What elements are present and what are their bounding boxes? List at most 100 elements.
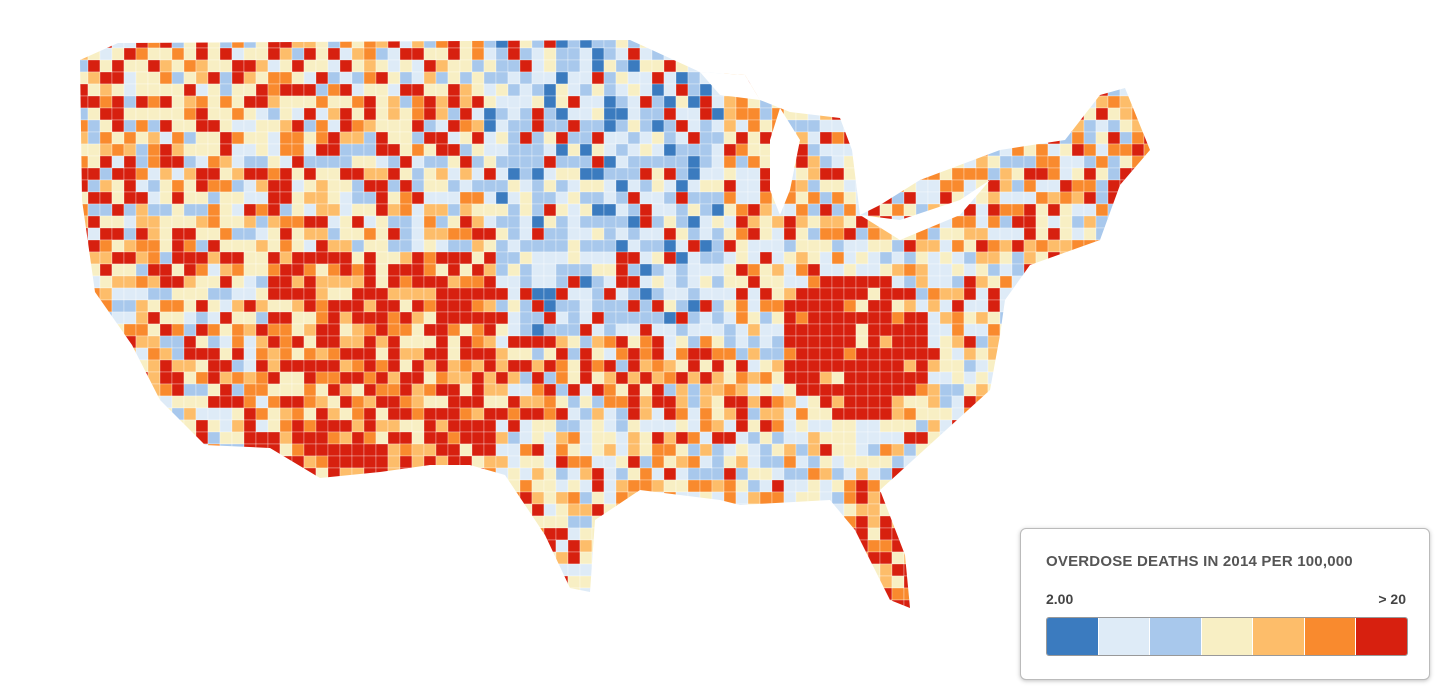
county xyxy=(951,299,965,313)
county xyxy=(531,587,545,601)
county xyxy=(987,251,1001,265)
county xyxy=(639,335,653,349)
county xyxy=(435,179,449,193)
county xyxy=(87,407,101,421)
county xyxy=(1023,215,1037,229)
county xyxy=(268,612,280,624)
county xyxy=(759,275,773,289)
county xyxy=(963,107,977,121)
county xyxy=(687,575,701,589)
county xyxy=(1083,395,1097,409)
county xyxy=(1047,347,1061,361)
county xyxy=(387,491,401,505)
county xyxy=(796,612,808,624)
county xyxy=(1131,287,1145,301)
county xyxy=(999,515,1013,529)
county xyxy=(495,227,509,241)
county xyxy=(975,395,989,409)
county xyxy=(783,359,797,373)
county xyxy=(615,323,629,337)
county xyxy=(543,551,557,565)
county xyxy=(747,467,761,481)
county xyxy=(987,263,1001,277)
county xyxy=(975,335,989,349)
county xyxy=(315,40,329,49)
county xyxy=(891,575,905,589)
county xyxy=(471,539,485,553)
county xyxy=(555,71,569,85)
county xyxy=(80,71,89,85)
county xyxy=(819,107,833,121)
county xyxy=(963,59,977,73)
county xyxy=(219,323,233,337)
county xyxy=(1047,95,1061,109)
county xyxy=(1023,431,1037,445)
county xyxy=(711,191,725,205)
county xyxy=(891,419,905,433)
county xyxy=(1035,71,1049,85)
county xyxy=(219,71,233,85)
county xyxy=(903,443,917,457)
county xyxy=(940,612,952,624)
county xyxy=(291,263,305,277)
county xyxy=(159,323,173,337)
county xyxy=(543,455,557,469)
county xyxy=(147,155,161,169)
county xyxy=(99,275,113,289)
county xyxy=(603,455,617,469)
county xyxy=(771,575,785,589)
county xyxy=(255,83,269,97)
county xyxy=(915,551,929,565)
county xyxy=(615,227,629,241)
county xyxy=(711,431,725,445)
county xyxy=(783,587,797,601)
county xyxy=(651,479,665,493)
county xyxy=(184,612,196,624)
county xyxy=(627,587,641,601)
county xyxy=(1131,251,1145,265)
county xyxy=(567,287,581,301)
county xyxy=(111,215,125,229)
county xyxy=(507,119,521,133)
county xyxy=(579,455,593,469)
county xyxy=(951,479,965,493)
county xyxy=(819,119,833,133)
county xyxy=(1035,335,1049,349)
county xyxy=(411,131,425,145)
county xyxy=(675,443,689,457)
county xyxy=(723,479,737,493)
county xyxy=(651,407,665,421)
county xyxy=(87,275,101,289)
county xyxy=(99,311,113,325)
county xyxy=(123,251,137,265)
county xyxy=(219,131,233,145)
county xyxy=(891,563,905,577)
county xyxy=(495,239,509,253)
county xyxy=(159,467,173,481)
county xyxy=(447,347,461,361)
county xyxy=(579,431,593,445)
county xyxy=(279,40,293,49)
county xyxy=(447,275,461,289)
county xyxy=(975,275,989,289)
county xyxy=(1059,95,1073,109)
county xyxy=(99,299,113,313)
county xyxy=(111,323,125,337)
county xyxy=(1131,455,1145,469)
county xyxy=(711,371,725,385)
county xyxy=(591,83,605,97)
county xyxy=(159,599,173,608)
county xyxy=(327,47,341,61)
county xyxy=(279,539,293,553)
county xyxy=(147,40,161,49)
county xyxy=(567,563,581,577)
county xyxy=(879,95,893,109)
county xyxy=(939,551,953,565)
county xyxy=(147,83,161,97)
county xyxy=(219,287,233,301)
county xyxy=(423,335,437,349)
county xyxy=(1035,119,1049,133)
county xyxy=(927,131,941,145)
county xyxy=(159,551,173,565)
county xyxy=(735,311,749,325)
